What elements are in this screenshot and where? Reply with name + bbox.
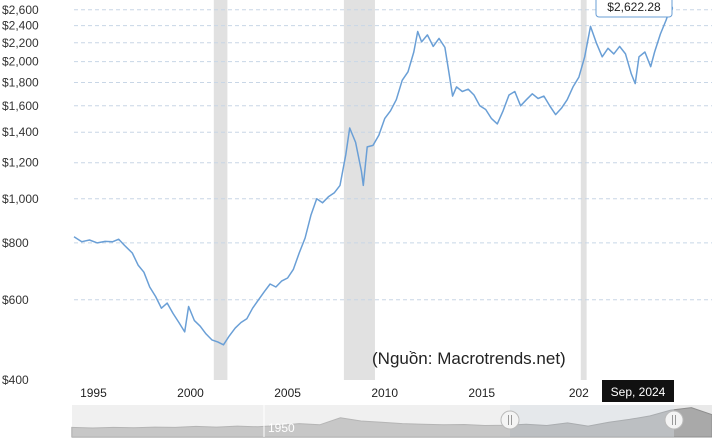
navigator-series [71,407,712,438]
y-tick-label: $1,200 [2,156,39,170]
handle-knob [664,410,684,430]
y-tick-label: $1,600 [2,99,39,113]
x-axis: 1995 2000 2005 2010 2015 202 [80,386,589,400]
navigator-mask [72,405,510,437]
y-tick-label: $2,200 [2,36,39,50]
recession-band [343,0,375,380]
recession-band [580,0,587,380]
y-axis: $400 $600 $800 $1,000 $1,200 $1,400 $1,600 $1,8… [2,3,39,387]
y-tick-label: $1,400 [2,125,39,139]
y-tick-label: $800 [2,236,29,250]
x-tick-label: 2015 [468,386,495,400]
recession-band [213,0,228,380]
date-badge-box [602,380,674,402]
navigator-window [510,405,674,437]
y-tick-label: $600 [2,293,29,307]
navigator-handle-left[interactable] [500,410,520,430]
range-navigator[interactable]: 1950 [71,405,712,438]
x-tick-label: 2005 [274,386,301,400]
x-tick-label: 1995 [80,386,107,400]
current-date-badge: Sep, 2024 [602,380,674,402]
x-tick-label: 202 [569,386,589,400]
y-tick-label: $2,000 [2,55,39,69]
y-tick-label: $1,000 [2,192,39,206]
x-tick-label: 2010 [371,386,398,400]
handle-knob [500,410,520,430]
last-value-box [595,0,673,18]
date-badge-label: Sep, 2024 [611,385,666,399]
recession-bands [213,0,587,380]
series-line [73,7,671,346]
last-value-callout: $2,622.28 [595,0,674,18]
x-tick-label: 2000 [177,386,204,400]
y-tick-label: $1,800 [2,76,39,90]
source-annotation: (Nguồn: Macrotrends.net) [372,349,566,368]
gridlines [74,9,712,301]
navigator-handle-right[interactable] [664,410,684,430]
y-tick-label: $400 [2,373,29,387]
navigator-year-label: 1950 [268,421,295,435]
last-value-label: $2,622.28 [607,0,661,14]
y-tick-label: $2,400 [2,19,39,33]
y-tick-label: $2,600 [2,3,39,17]
